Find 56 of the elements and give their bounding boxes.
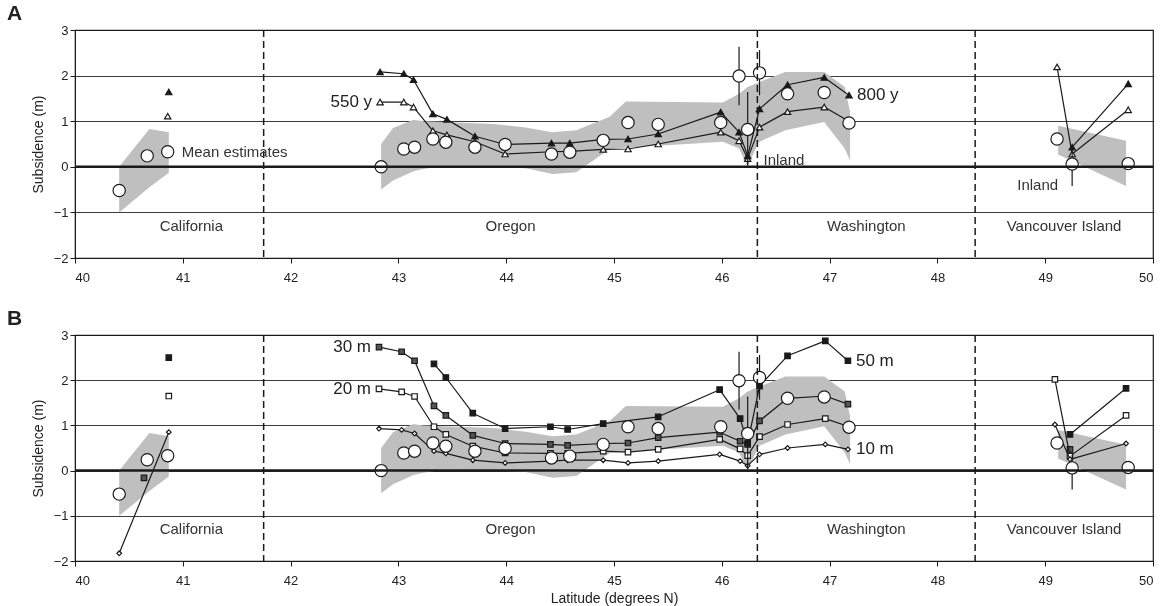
y-tick-label: 1 xyxy=(61,417,69,433)
y-tick-label: 0 xyxy=(61,159,69,175)
y-tick-label: −2 xyxy=(53,250,69,266)
y-tick-label: 2 xyxy=(61,68,69,84)
x-tick-label: 47 xyxy=(822,572,838,588)
x-tick-label: 42 xyxy=(283,572,299,588)
x-tick-label: 50 xyxy=(1139,269,1154,285)
x-tick-label: 41 xyxy=(176,572,191,588)
x-tick-label: 46 xyxy=(715,572,730,588)
annotation: California xyxy=(159,217,224,235)
x-tick-label: 49 xyxy=(1038,572,1053,588)
x-tick-label: 40 xyxy=(75,269,90,285)
x-tick-label: 45 xyxy=(607,572,622,588)
annotation: California xyxy=(159,520,224,538)
y-tick-label: −1 xyxy=(53,508,69,524)
x-tick-label: 50 xyxy=(1139,572,1154,588)
x-tick-label: 40 xyxy=(75,572,90,588)
x-tick-label: 45 xyxy=(607,269,622,285)
x-tick-label: 44 xyxy=(499,572,514,588)
chart-title: A xyxy=(7,1,23,24)
series-label: 20 m xyxy=(333,378,371,398)
y-tick-label: −1 xyxy=(53,204,69,220)
chart-title: B xyxy=(7,306,23,329)
x-tick-label: 43 xyxy=(391,269,407,285)
y-tick-label: 3 xyxy=(61,22,69,38)
y-tick-label: −2 xyxy=(53,553,69,569)
annotation: Washington xyxy=(826,217,906,235)
series-label: 30 m xyxy=(333,337,371,357)
x-tick-label: 43 xyxy=(391,572,407,588)
annotation: Inland xyxy=(763,151,805,169)
annotation: Oregon xyxy=(485,520,536,538)
annotation: Inland xyxy=(1017,176,1059,194)
annotation: Oregon xyxy=(485,217,536,235)
series-label: 550 y xyxy=(330,92,373,112)
annotation: Mean estimates xyxy=(181,142,288,160)
y-axis-title: Subsidence (m) xyxy=(29,399,46,498)
x-tick-label: 48 xyxy=(930,572,946,588)
y-tick-label: 3 xyxy=(61,327,69,343)
y-axis-title: Subsidence (m) xyxy=(29,95,46,194)
x-tick-label: 44 xyxy=(499,269,514,285)
x-tick-label: 48 xyxy=(930,269,946,285)
y-tick-label: 0 xyxy=(61,463,69,479)
y-tick-label: 2 xyxy=(61,372,69,388)
annotation: Vancouver Island xyxy=(1006,520,1122,538)
x-tick-label: 49 xyxy=(1038,269,1053,285)
series-label: 10 m xyxy=(855,439,894,459)
series-label: 800 y xyxy=(857,85,900,105)
x-tick-label: 41 xyxy=(176,269,191,285)
x-tick-label: 46 xyxy=(715,269,730,285)
x-axis-title: Latitude (degrees N) xyxy=(550,589,679,606)
annotation: Washington xyxy=(826,520,906,538)
y-tick-label: 1 xyxy=(61,113,69,129)
annotation: Vancouver Island xyxy=(1006,217,1122,235)
x-tick-label: 42 xyxy=(283,269,299,285)
x-tick-label: 47 xyxy=(822,269,838,285)
series-label: 50 m xyxy=(855,350,894,370)
